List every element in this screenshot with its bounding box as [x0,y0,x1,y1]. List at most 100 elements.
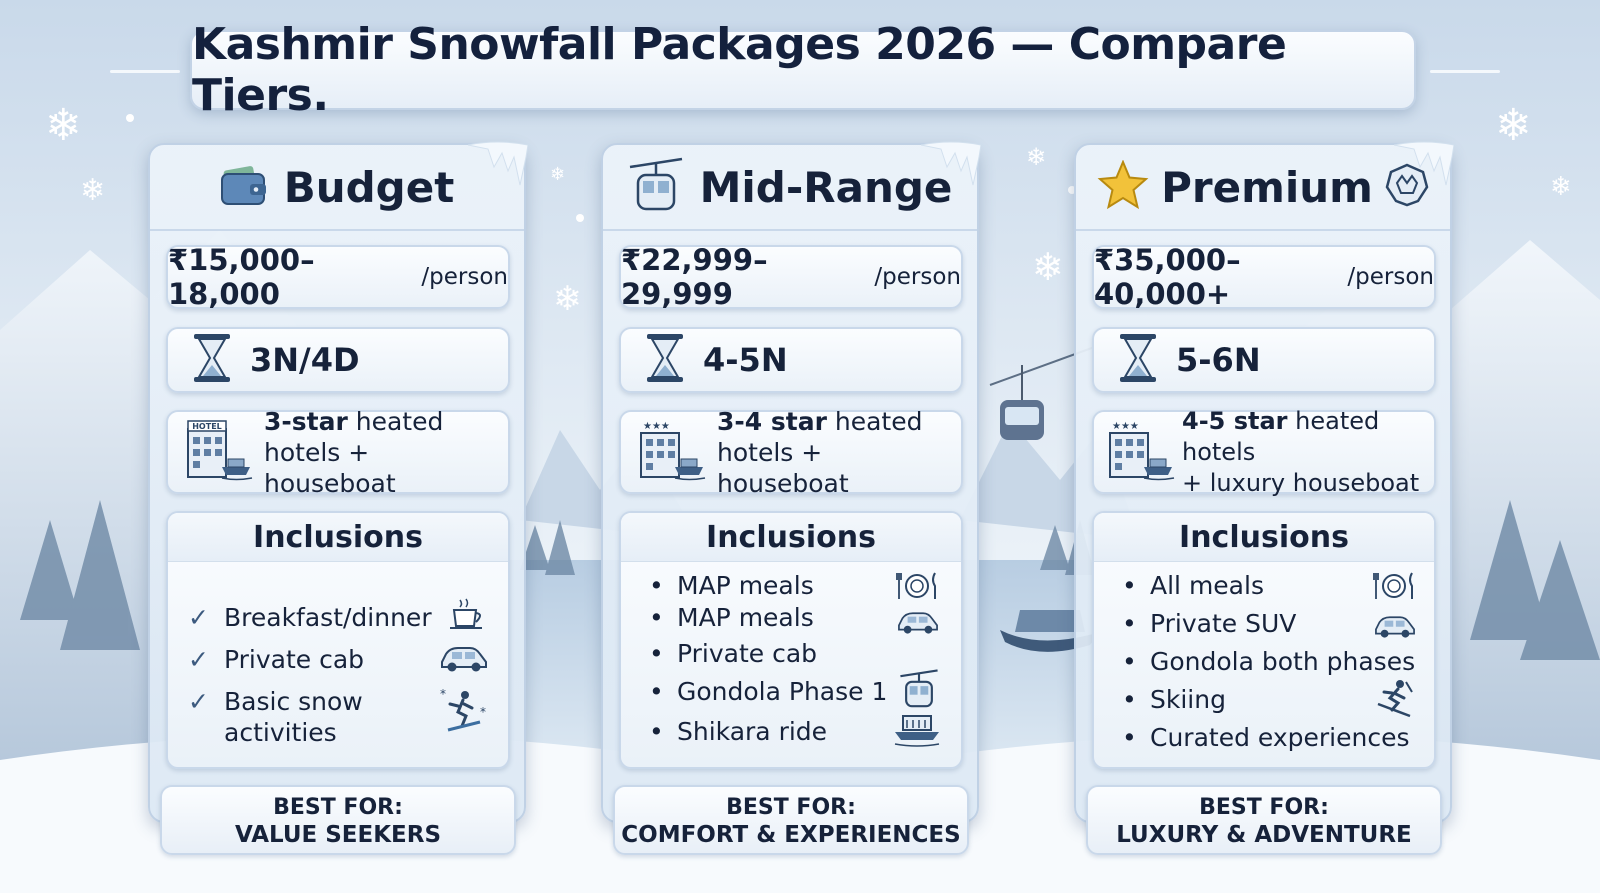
gondola-icon [628,157,684,217]
best-for-label: BEST FOR: [273,795,403,820]
inclusion-label: MAP meals [677,571,814,600]
hotel-sign-text: ★★★ [1112,421,1139,432]
check-icon: ✓ [188,603,209,632]
list-item: • Gondola Phase 1 [621,669,961,716]
inclusions-box: Inclusions ✓ Breakfast/dinner ✓ Private … [166,511,510,769]
plate-cutlery-icon [1373,572,1413,599]
duration-box: 4-5N [619,327,963,393]
hotel-icon: ★★★ [637,419,707,485]
price-box: ₹15,000–18,000/person [166,243,510,311]
tier-name: Premium [1161,162,1373,212]
bullet-icon: • [1122,571,1137,600]
inclusion-label: Gondola both phases [1150,647,1416,676]
star-icon [1097,159,1149,214]
tier-header: Mid-Range [603,145,977,231]
list-item: ✓ Basic snow activities * * [168,686,508,756]
hotel-text: 3-4 star heated hotels + houseboat [717,406,961,499]
bullet-icon: • [1122,723,1137,752]
car-icon [1375,616,1415,638]
title-decor-line-left [110,70,180,73]
best-for-value: LUXURY & ADVENTURE [1116,822,1412,848]
inclusion-label: Gondola Phase 1 [677,677,888,706]
svg-text:❄: ❄ [1026,143,1046,171]
duration-text: 4-5N [703,341,788,379]
svg-text:❄: ❄ [1495,100,1532,151]
icicle-decoration [1394,141,1454,186]
inclusions-list: • MAP meals • MAP meals • Private cab • … [621,570,961,750]
tier-card-mid-range: Mid-Range ₹22,999–29,999/person 4-5N ★★★… [601,141,981,855]
wallet-icon [220,164,268,210]
duration-text: 5-6N [1176,341,1261,379]
check-icon: ✓ [188,687,209,716]
title-decor-line-right [1430,70,1500,73]
check-icon: ✓ [188,645,209,674]
hotel-box: HOTEL 3-star heated hotels + houseboat [166,407,510,498]
price-amount: ₹35,000–40,000+ [1094,243,1241,311]
price-box: ₹35,000–40,000+ /person [1092,243,1436,311]
price-amount: ₹15,000–18,000 [168,243,315,311]
hotel-sign-text: ★★★ [643,421,670,432]
price-box: ₹22,999–29,999/person [619,243,963,311]
duration-text: 3N/4D [250,341,360,379]
list-item: • Private cab [621,638,961,676]
crest-icon [1385,163,1429,211]
shikara-boat-icon [894,715,940,747]
snow-activity-icon: ** [440,687,486,732]
best-for-box: BEST FOR: LUXURY & ADVENTURE [1086,785,1442,855]
svg-text:❄: ❄ [553,279,582,319]
tier-name: Budget [283,162,455,212]
inclusion-label: Shikara ride [677,717,828,746]
inclusions-list: ✓ Breakfast/dinner ✓ Private cab ✓ Basic… [168,598,508,756]
svg-text:❄: ❄ [1550,172,1572,202]
skier-icon [1377,680,1413,718]
list-item: • Shikara ride [621,715,961,750]
title-banner: Kashmir Snowfall Packages 2026 — Compare… [190,19,1416,121]
duration-box: 3N/4D [166,327,510,393]
inclusions-title: Inclusions [1094,513,1434,562]
icicle-decoration [921,141,981,186]
svg-text:❄: ❄ [45,100,82,151]
hourglass-icon [192,332,232,388]
bullet-icon: • [649,717,664,746]
bullet-icon: • [1122,685,1137,714]
best-for-label: BEST FOR: [726,795,856,820]
list-item: • All meals [1094,570,1434,608]
inclusions-box: Inclusions • MAP meals • MAP meals • Pri… [619,511,963,769]
hotel-text: 3-star heated hotels + houseboat [264,406,508,499]
inclusions-list: • All meals • Private SUV • Gondola both… [1094,570,1434,756]
svg-text:❄: ❄ [80,173,105,208]
inclusion-label: All meals [1150,571,1264,600]
list-item: • MAP meals [621,570,961,602]
hotel-icon: HOTEL [184,419,254,485]
car-icon [441,647,487,672]
price-amount: ₹22,999–29,999 [621,243,768,311]
hourglass-icon [1118,332,1158,388]
hotel-star-rating: 3-4 star [717,406,827,436]
list-item: • Gondola both phases [1094,646,1434,684]
price-unit: /person [1347,264,1434,290]
inclusion-label: Private cab [677,639,818,668]
tier-card-budget: Budget ₹15,000–18,000/person 3N/4D HOTEL… [148,141,528,855]
hotel-icon: ★★★ [1106,419,1176,485]
svg-text:*: * [440,687,446,701]
hotel-line1: heated hotels [1182,406,1380,466]
icicle-decoration [468,141,528,186]
inclusion-label: Curated experiences [1150,723,1410,752]
list-item: • Skiing [1094,680,1434,722]
coffee-cup-icon [450,598,482,629]
hotel-line1: heated [347,406,444,436]
svg-text:❄: ❄ [550,164,565,185]
tier-header: Budget [150,145,524,231]
bullet-icon: • [649,571,664,600]
inclusion-label: MAP meals [677,603,814,632]
hotel-line1: heated [826,406,923,436]
inclusion-label: Private cab [224,645,365,674]
list-item: • MAP meals [621,602,961,638]
inclusion-label: Private SUV [1150,609,1297,638]
inclusion-label: Skiing [1150,685,1226,714]
page-title: Kashmir Snowfall Packages 2026 — Compare… [192,19,1287,121]
price-unit: /person [421,264,508,290]
price-unit: /person [874,264,961,290]
best-for-label: BEST FOR: [1199,795,1329,820]
inclusion-label-line2: activities [224,718,337,747]
